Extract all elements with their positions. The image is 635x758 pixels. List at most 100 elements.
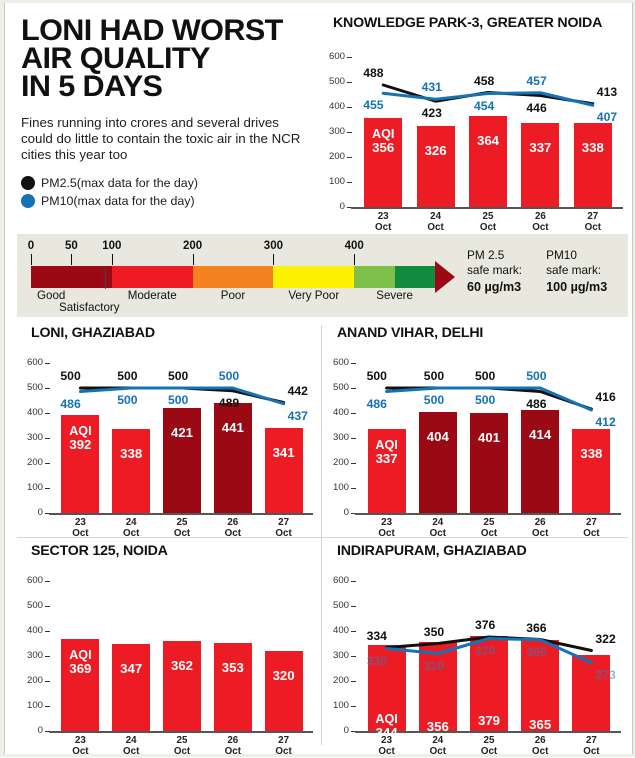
bar-value-label: AQI 369 [61, 648, 99, 676]
aqi-scale-names: Satisfactory Good Moderate Poor Very Poor Se… [31, 267, 449, 314]
scale-name-moderate: Moderate [127, 289, 177, 302]
point-value-label: 423 [421, 106, 442, 121]
chart-title: ANAND VIHAR, DELHI [337, 325, 484, 341]
scale-tick-label: 100 [102, 240, 122, 252]
bar: AQI 369 [61, 638, 100, 731]
y-axis-tick-mark [45, 730, 50, 732]
chart-title: LONI, GHAZIABAD [31, 325, 155, 341]
y-axis-tick-label: 500 [26, 382, 43, 393]
bar-value-label: 364 [476, 133, 499, 148]
y-axis-tick-mark [351, 680, 356, 682]
x-axis-label: 24 Oct [414, 211, 458, 234]
point-value-label: 457 [526, 73, 547, 88]
headline-block: LONI HAD WORST AIR QUALITY IN 5 DAYS Fin… [21, 15, 311, 212]
black-dot-icon [21, 176, 35, 191]
x-axis-month: Oct [123, 745, 140, 757]
x-axis-label: 24 Oct [416, 735, 460, 758]
safe-mark-pm25: PM 2.5 safe mark: 60 µg/m3 [467, 248, 522, 295]
y-axis-tick-label: 200 [332, 457, 349, 468]
scale-segment-moderate [273, 266, 355, 288]
x-axis-label: 26 Oct [211, 517, 255, 540]
y-axis-tick-mark [351, 462, 356, 464]
scale-name-satisfactory: Satisfactory [59, 301, 120, 314]
bar-value-label: 441 [221, 419, 244, 435]
scale-name-severe: Severe [376, 289, 413, 302]
x-axis-month: Oct [480, 527, 498, 539]
chart-title: SECTOR 125, NOIDA [31, 543, 168, 559]
point-value-label: 365 [526, 644, 547, 659]
bar-value-label: 365 [529, 716, 552, 732]
point-value-label: 407 [596, 110, 618, 125]
y-axis-tick-label: 0 [343, 507, 349, 518]
x-axis-label: 25 Oct [160, 517, 204, 540]
x-axis-label: 26 Oct [211, 735, 255, 758]
x-axis-month: Oct [72, 745, 89, 757]
point-value-label: 500 [423, 393, 445, 407]
y-axis-tick-label: 600 [332, 357, 349, 368]
point-value-label: 500 [218, 369, 240, 383]
y-axis-tick-label: 100 [26, 700, 43, 711]
chart-sector-125-noida: SECTOR 125, NOIDA 600 500 400 300 200 100 0 AQI 3… [19, 543, 319, 757]
y-axis-tick-label: 100 [26, 482, 43, 493]
x-axis-baseline [355, 513, 621, 515]
x-axis-month: Oct [378, 527, 395, 539]
aqi-scale-ticks: 0 50 100 200 300 400 [28, 240, 449, 266]
x-axis-label: 26 Oct [518, 735, 562, 758]
headline-line-3: IN 5 DAYS [21, 70, 163, 104]
aqi-tag: AQI [375, 437, 398, 452]
bar-value: 337 [375, 450, 398, 466]
y-axis-tick-mark [351, 387, 356, 389]
scale-name-poor: Poor [220, 289, 246, 302]
scale-tick-mark [31, 254, 32, 265]
x-axis-month: Oct [583, 527, 600, 539]
x-axis-month: Oct [480, 745, 498, 757]
point-value-label: 334 [366, 628, 387, 643]
y-axis-tick-mark [45, 362, 50, 364]
x-axis-baseline [49, 513, 313, 515]
bar-value-label: 337 [529, 139, 552, 155]
scale-tick-mark [71, 254, 73, 265]
bar: 338 [573, 122, 612, 207]
y-axis-tick-mark [45, 462, 50, 464]
bar: 326 [416, 125, 455, 207]
y-axis-tick-mark [45, 437, 50, 439]
scale-segment-satisfactory [354, 266, 395, 288]
x-axis-month: Oct [224, 745, 241, 757]
y-axis-tick-label: 600 [26, 575, 43, 586]
x-axis-day: 24 [430, 211, 442, 222]
y-axis-tick-mark [351, 437, 356, 439]
x-axis-label: 25 Oct [160, 735, 204, 758]
scale-tick-mark [111, 254, 113, 265]
bar: 347 [112, 644, 151, 731]
chart-title: KNOWLEDGE PARK-3, GREATER NOIDA [333, 15, 603, 31]
series-lines [381, 83, 595, 107]
bar-value-label: 379 [477, 713, 500, 729]
point-value-label: 500 [475, 393, 496, 407]
y-axis-tick-label: 200 [332, 675, 349, 686]
x-axis-month: Oct [275, 527, 292, 539]
x-axis-day: 27 [585, 735, 597, 746]
bar: 441 [213, 402, 252, 513]
x-axis-month: Oct [584, 221, 601, 233]
point-value-label: 500 [60, 369, 81, 383]
aqi-tag: AQI [69, 424, 92, 438]
x-axis-label: 23 Oct [365, 517, 409, 540]
x-axis-month: Oct [532, 527, 549, 539]
point-value-label: 500 [475, 369, 496, 383]
point-value-label: 500 [117, 393, 138, 407]
scale-tick-mark [273, 254, 275, 265]
point-value-label: 486 [366, 396, 387, 411]
bar-value: 344 [375, 725, 398, 741]
y-axis-tick-label: 500 [332, 600, 349, 611]
x-axis-day: 25 [176, 517, 188, 528]
x-axis-day: 26 [227, 735, 239, 746]
x-axis-day: 25 [482, 211, 494, 222]
y-axis-tick-label: 300 [328, 126, 345, 137]
legend-item-pm10: PM10(max data for the day) [21, 194, 311, 209]
y-axis-tick-mark [347, 206, 352, 208]
bar: AQI 392 [61, 415, 100, 513]
y-axis-tick-mark [347, 106, 352, 108]
point-value-label: 322 [595, 631, 616, 646]
point-value-label: 413 [596, 84, 618, 99]
